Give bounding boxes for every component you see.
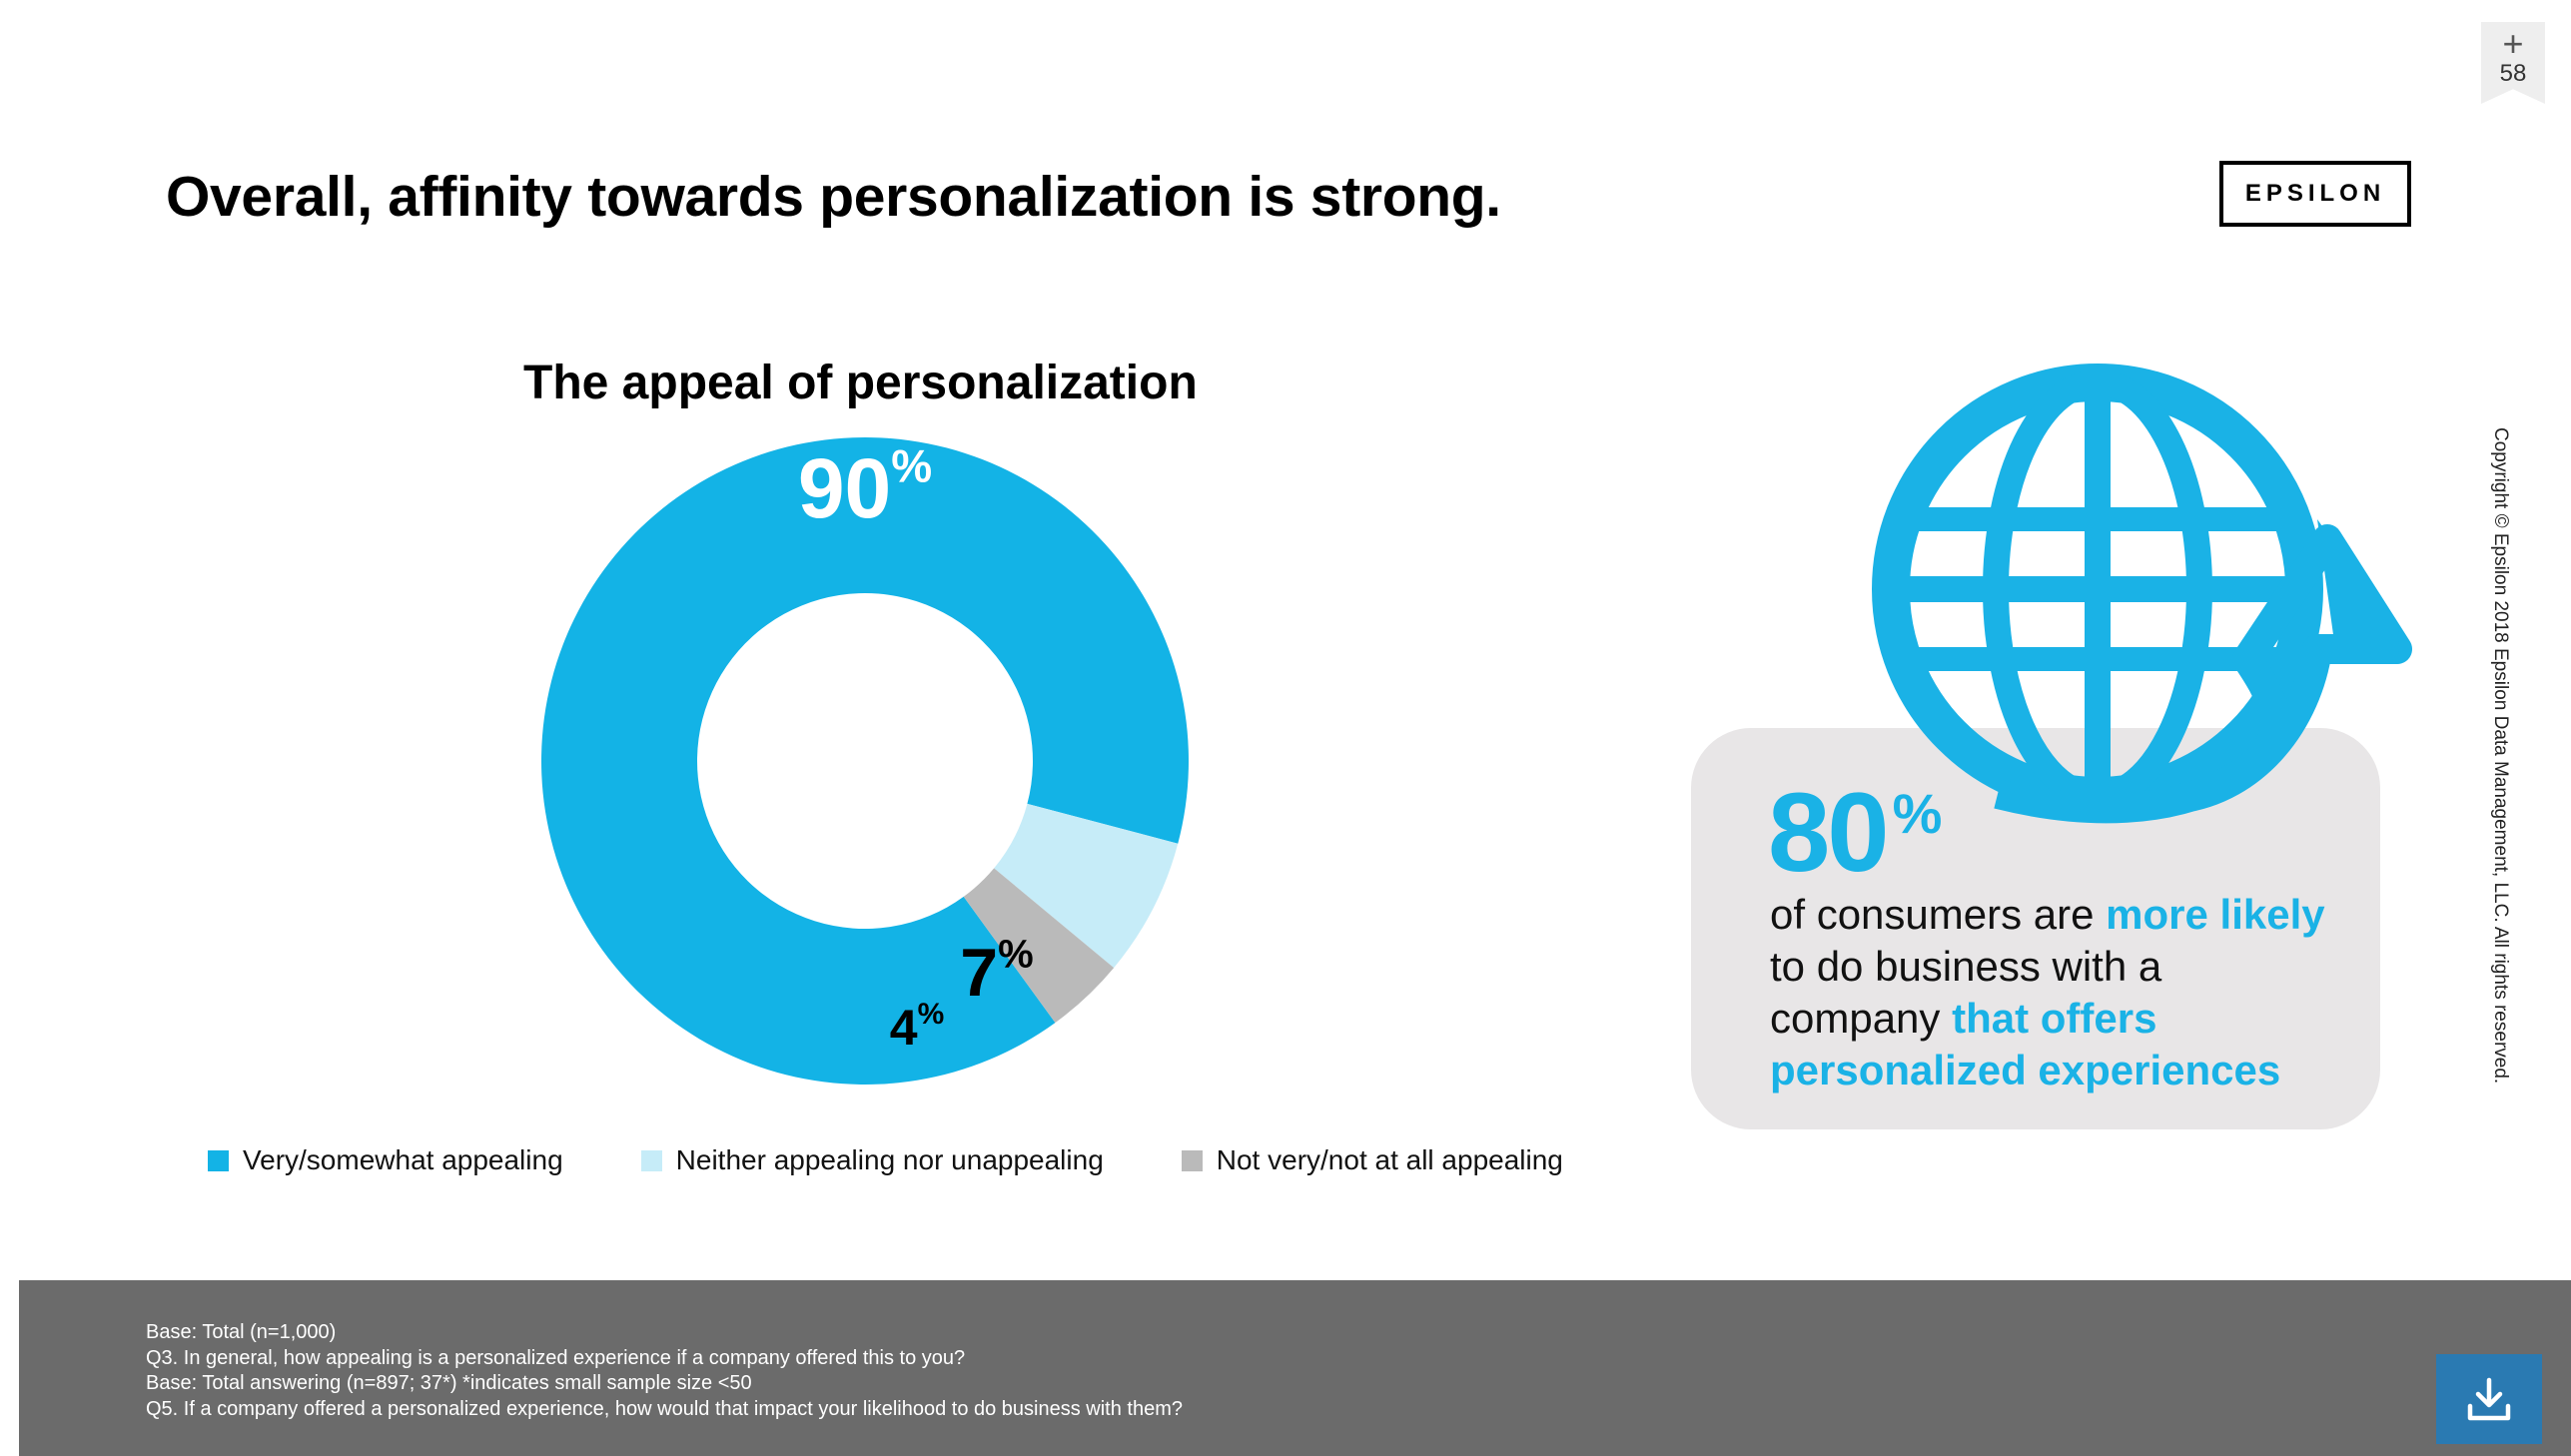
slice-value-label: 7% bbox=[960, 932, 1033, 1011]
legend-item: Very/somewhat appealing bbox=[208, 1144, 563, 1176]
chart-legend: Very/somewhat appealing Neither appealin… bbox=[208, 1142, 1641, 1178]
legend-item: Not very/not at all appealing bbox=[1181, 1144, 1563, 1176]
donut-slice bbox=[994, 803, 1179, 969]
footer-bar bbox=[19, 1280, 2571, 1456]
footnote-line: Base: Total answering (n=897; 37*) *indi… bbox=[146, 1372, 752, 1394]
legend-item: Neither appealing nor unappealing bbox=[640, 1144, 1104, 1176]
donut-chart: 90% 7% 4% bbox=[541, 437, 1189, 1086]
globe-arrow-icon bbox=[1872, 364, 2412, 824]
download-button[interactable] bbox=[2436, 1354, 2542, 1444]
slide-title: Overall, affinity towards personalizatio… bbox=[166, 165, 1501, 229]
epsilon-logo: EPSILON bbox=[2219, 161, 2411, 227]
footnote-line: Q5. If a company offered a personalized … bbox=[146, 1397, 1183, 1420]
donut-slice bbox=[541, 437, 1189, 1086]
footnote-line: Q3. In general, how appealing is a perso… bbox=[146, 1346, 966, 1369]
legend-label: Very/somewhat appealing bbox=[243, 1144, 563, 1175]
slice-value-label: 4% bbox=[890, 998, 945, 1056]
footnote-line: Base: Total (n=1,000) bbox=[146, 1321, 337, 1343]
callout-text: of consumers are more likely to do busin… bbox=[1770, 891, 2325, 1093]
callout-stat: 80% bbox=[1768, 777, 1942, 889]
chart-title: The appeal of personalization bbox=[523, 357, 1198, 409]
legend-swatch bbox=[208, 1149, 229, 1171]
download-icon bbox=[2467, 1377, 2511, 1421]
legend-label: Neither appealing nor unappealing bbox=[675, 1144, 1104, 1175]
legend-swatch bbox=[640, 1149, 662, 1171]
legend-swatch bbox=[1181, 1149, 1203, 1171]
callout-stat-suffix: % bbox=[1892, 782, 1943, 845]
legend-label: Not very/not at all appealing bbox=[1216, 1144, 1563, 1175]
footnotes: Base: Total (n=1,000) Q3. In general, ho… bbox=[146, 1320, 1183, 1422]
bookmark-count: 58 bbox=[2499, 60, 2527, 87]
add-icon: + bbox=[2502, 23, 2524, 64]
donut-slice bbox=[963, 868, 1115, 1024]
bookmark[interactable]: + 58 bbox=[2481, 22, 2545, 104]
slice-value-label: 90% bbox=[798, 440, 932, 535]
callout-stat-value: 80 bbox=[1768, 770, 1890, 895]
